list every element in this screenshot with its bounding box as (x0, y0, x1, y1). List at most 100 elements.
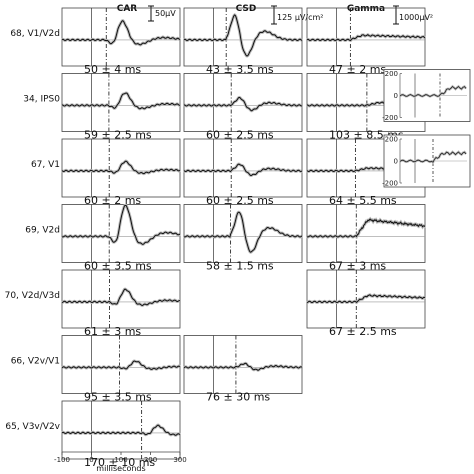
panel-csd-5: 76 ± 30 ms (183, 335, 303, 404)
x-tick-label: -100 (54, 456, 70, 464)
waveform (183, 14, 303, 57)
latency-label-car-6: 170 ± 10 ms (84, 456, 155, 469)
inset-y-tick-label: 0 (394, 92, 398, 100)
panel-car-0: 50 ± 4 ms (61, 7, 181, 76)
panel-frame (183, 138, 303, 198)
waveform (61, 20, 181, 46)
x-tick-label: 300 (173, 456, 186, 464)
latency-label-csd-5: 76 ± 30 ms (206, 391, 270, 404)
col-header-csd: CSD (236, 4, 257, 14)
x-tick-label: 0 (89, 456, 93, 464)
x-axis-label: milliseconds (96, 464, 145, 473)
waveform (306, 294, 426, 304)
panel-frame (61, 269, 181, 329)
x-tick-label: 100 (114, 456, 127, 464)
panel-grid: 50 ± 4 ms 43 ± 3.5 ms 47 ± 2 ms 59 ± 2.5 ms… (61, 7, 427, 469)
latency-label-car-5: 95 ± 3.5 ms (84, 391, 152, 404)
waveform-error-band (183, 210, 303, 254)
row-label-4: 70, V2d/V3d (5, 291, 60, 301)
scale-bar-car: 50μV (148, 5, 176, 22)
panel-frame (61, 335, 181, 394)
waveform (61, 92, 180, 110)
inset-y-tick-label: 0 (394, 158, 398, 166)
latency-label-gamma-3: 67 ± 3 ms (329, 260, 386, 273)
waveform (61, 424, 181, 436)
waveform (306, 218, 426, 238)
panel-frame (306, 269, 426, 329)
waveform-error-band (61, 287, 180, 308)
inset-1: 200 0 -200 (382, 69, 471, 122)
col-header-car: CAR (117, 4, 138, 14)
scale-bar-csd: 125 μV/cm² (271, 5, 323, 25)
panel-frame (183, 335, 303, 394)
panel-csd-0: 43 ± 3.5 ms (183, 7, 303, 76)
latency-label-csd-1: 60 ± 2.5 ms (206, 129, 274, 142)
panel-frame (61, 204, 181, 263)
row-label-0: 68, V1/V2d (10, 29, 60, 39)
panel-frame (183, 7, 303, 67)
panel-gamma-3: 67 ± 3 ms (306, 204, 427, 273)
inset-trace (399, 85, 467, 97)
inset-y-tick-label: -200 (382, 114, 398, 122)
insets: 200 0 -200 200 0 -200 (382, 69, 471, 188)
panel-car-3: 60 ± 3.5 ms (61, 204, 181, 273)
inset-y-tick-label: 200 (385, 70, 398, 78)
panel-csd-2: 60 ± 2.5 ms (183, 138, 303, 207)
panel-frame (306, 204, 426, 263)
waveform-error-band (61, 159, 181, 176)
waveform (61, 288, 180, 307)
latency-label-gamma-2: 64 ± 5.5 ms (329, 194, 397, 207)
scale-label-csd: 125 μV/cm² (277, 13, 323, 22)
waveform (61, 160, 181, 175)
x-tick-label: 200 (144, 456, 157, 464)
row-label-1: 34, IPS0 (23, 94, 60, 104)
panel-frame (61, 400, 181, 460)
waveform (183, 96, 303, 112)
latency-label-car-0: 50 ± 4 ms (84, 63, 141, 76)
panel-csd-1: 60 ± 2.5 ms (183, 73, 303, 142)
inset-y-tick-label: -200 (382, 180, 398, 188)
panel-gamma-4: 67 ± 2.5 ms (306, 269, 426, 338)
panel-car-6: 170 ± 10 ms (61, 400, 181, 469)
latency-label-gamma-0: 47 ± 2 ms (329, 63, 386, 76)
latency-label-csd-3: 58 ± 1.5 ms (206, 260, 274, 273)
panel-frame (61, 7, 181, 67)
col-header-gamma: Gamma (347, 4, 385, 14)
x-axis: -100 0 100 200 300 (54, 451, 187, 464)
latency-label-car-2: 60 ± 2 ms (84, 194, 141, 207)
panel-car-1: 59 ± 2.5 ms (61, 73, 181, 142)
latency-label-gamma-4: 67 ± 2.5 ms (329, 325, 397, 338)
waveform (183, 362, 303, 371)
waveform (183, 163, 303, 176)
panel-frame (61, 73, 181, 132)
latency-label-car-4: 61 ± 3 ms (84, 325, 141, 338)
latency-label-car-3: 60 ± 3.5 ms (84, 260, 152, 273)
scale-bar-gamma: 1000μV² (393, 5, 433, 25)
waveform (61, 205, 181, 245)
scale-label-car: 50μV (155, 9, 176, 18)
row-label-3: 69, V2d (25, 225, 60, 235)
waveform-error-band (61, 19, 181, 47)
panel-car-5: 95 ± 3.5 ms (61, 335, 181, 404)
scale-label-gamma: 1000μV² (399, 13, 433, 22)
panel-gamma-0: 47 ± 2 ms (306, 7, 426, 76)
latency-label-car-1: 59 ± 2.5 ms (84, 129, 152, 142)
panel-car-4: 61 ± 3 ms (61, 269, 181, 338)
inset-trace (399, 151, 467, 163)
row-labels: 68, V1/V2d 34, IPS0 67, V1 69, V2d 70, V2d/V… (5, 29, 61, 432)
row-label-2: 67, V1 (31, 160, 60, 170)
row-label-5: 66, V2v/V1 (11, 356, 60, 366)
row-label-6: 65, V3v/V2v (5, 422, 60, 432)
panel-frame (61, 138, 181, 198)
panel-frame (183, 204, 303, 263)
waveform (183, 211, 303, 253)
waveform (61, 360, 181, 370)
latency-label-csd-0: 43 ± 3.5 ms (206, 63, 274, 76)
panel-frame (183, 73, 303, 132)
panel-csd-3: 58 ± 1.5 ms (183, 204, 303, 273)
inset-y-tick-label: 200 (385, 136, 398, 144)
latency-label-csd-2: 60 ± 2.5 ms (206, 194, 274, 207)
waveform (306, 34, 426, 42)
inset-2: 200 0 -200 (382, 134, 471, 188)
